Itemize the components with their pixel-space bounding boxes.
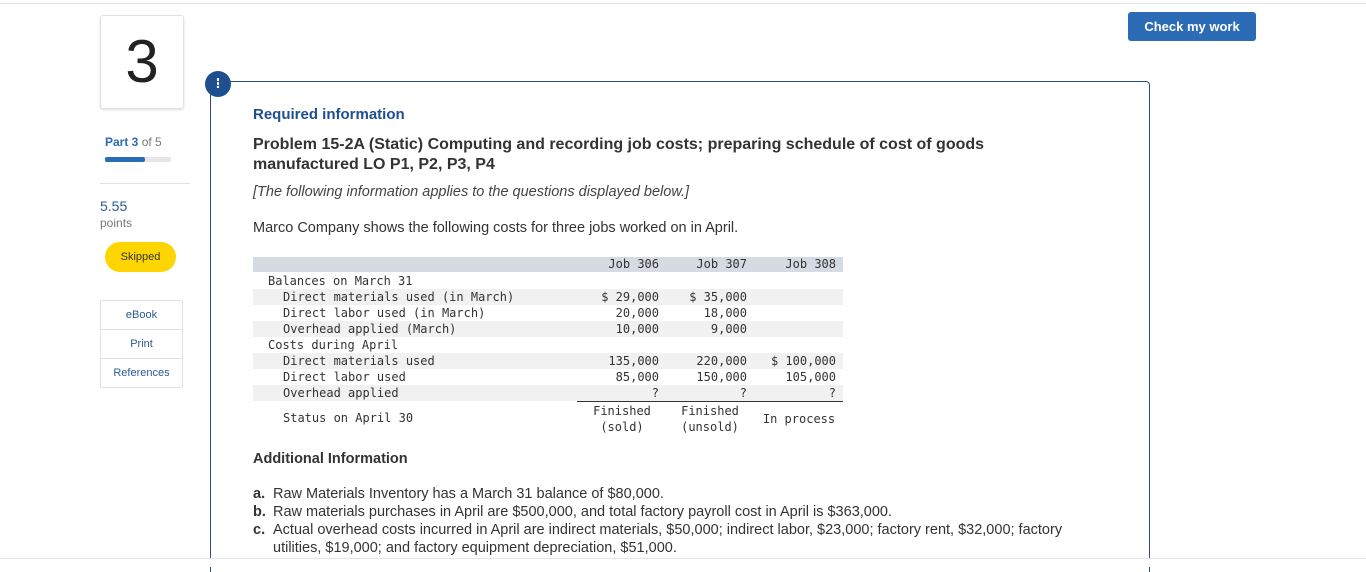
status-line: Finished	[593, 404, 651, 418]
additional-heading: Additional Information	[253, 451, 408, 467]
item-letter: c.	[253, 522, 266, 538]
cell: 220,000	[696, 354, 747, 368]
cell: ?	[828, 386, 836, 400]
item-text: Raw materials purchases in April are $50…	[273, 504, 893, 520]
progress-fill	[105, 157, 145, 162]
cell: 9,000	[710, 322, 747, 336]
status-cell: Finished (sold)	[577, 402, 667, 436]
cell: 18,000	[703, 306, 747, 320]
status-line: Finished	[681, 404, 739, 418]
additional-item: c. Actual overhead costs incurred in Apri…	[253, 521, 1103, 557]
item-text: Raw Materials Inventory has a March 31 b…	[273, 486, 664, 502]
row-label: Direct materials used (in March)	[283, 290, 515, 304]
status-badge: Skipped	[105, 242, 176, 272]
problem-title: Problem 15-2A (Static) Computing and rec…	[253, 136, 985, 173]
cell: ?	[651, 386, 659, 400]
item-letter: a.	[253, 486, 266, 502]
status-line: In process	[762, 412, 836, 426]
cell: $ 35,000	[689, 290, 747, 304]
part-indicator: Part 3 of 5	[105, 135, 162, 149]
additional-items: a. Raw Materials Inventory has a March 31…	[253, 485, 1103, 557]
row-label: Overhead applied (March)	[283, 322, 457, 336]
item-text: Actual overhead costs incurred in April …	[273, 522, 1063, 556]
additional-item: b. Raw materials purchases in April are $…	[253, 503, 1103, 521]
row-shade	[253, 289, 843, 305]
points-value: 5.55	[100, 198, 128, 214]
row-shade	[253, 385, 843, 401]
status-cell: Finished (unsold)	[665, 402, 755, 436]
cost-table: Job 306 Job 307 Job 308 Balances on March 3…	[253, 257, 843, 437]
header-row	[253, 257, 843, 272]
column-header: Job 308	[785, 257, 836, 271]
row-label: Overhead applied	[283, 386, 399, 400]
status-rule	[577, 401, 843, 402]
resource-link[interactable]: Print	[101, 329, 182, 358]
cell: ?	[739, 386, 747, 400]
item-letter: b.	[253, 504, 266, 520]
row-label: Direct materials used	[283, 354, 435, 368]
content-box	[210, 81, 1150, 572]
cell: $ 100,000	[770, 354, 836, 368]
row-shade	[253, 321, 843, 337]
row-label: Direct labor used (in March)	[283, 306, 486, 320]
check-my-work-button[interactable]: Check my work	[1128, 12, 1256, 41]
alert-icon: !	[205, 71, 231, 97]
additional-item: a. Raw Materials Inventory has a March 31…	[253, 485, 1103, 503]
resource-links: eBook Print References	[100, 300, 183, 388]
points-label: points	[100, 216, 133, 230]
status-line: (unsold)	[681, 420, 739, 434]
row-label: Direct labor used	[283, 370, 406, 384]
resource-link[interactable]: eBook	[125, 309, 158, 321]
progress-track	[105, 157, 171, 162]
cell: 150,000	[696, 370, 747, 384]
resource-link[interactable]: References	[101, 358, 182, 387]
part: Part 3	[105, 135, 139, 149]
row-label: Status on April 30	[283, 411, 414, 425]
part-of: of 5	[141, 135, 162, 149]
top-border	[0, 3, 1366, 4]
status-cell: In process	[754, 402, 844, 436]
required-info: Required information	[253, 106, 405, 123]
column-header: Job 306	[608, 257, 659, 271]
cell: 20,000	[615, 306, 659, 320]
divider	[100, 183, 190, 184]
row-shade	[253, 353, 843, 369]
cell: 10,000	[615, 322, 659, 336]
column-header: Job 307	[696, 257, 747, 271]
bottom-border	[0, 558, 1366, 567]
question-number: 3	[100, 15, 184, 109]
section-heading: Balances on March 31	[268, 274, 413, 288]
section-heading: Costs during April	[268, 338, 399, 352]
cell: $ 29,000	[601, 290, 659, 304]
note: [The following information applies to th…	[253, 184, 690, 200]
cell: 135,000	[608, 354, 659, 368]
cell: 105,000	[785, 370, 836, 384]
status-line: (sold)	[600, 420, 644, 434]
cell: 85,000	[615, 370, 659, 384]
intro: Marco Company shows the following costs …	[253, 220, 739, 236]
